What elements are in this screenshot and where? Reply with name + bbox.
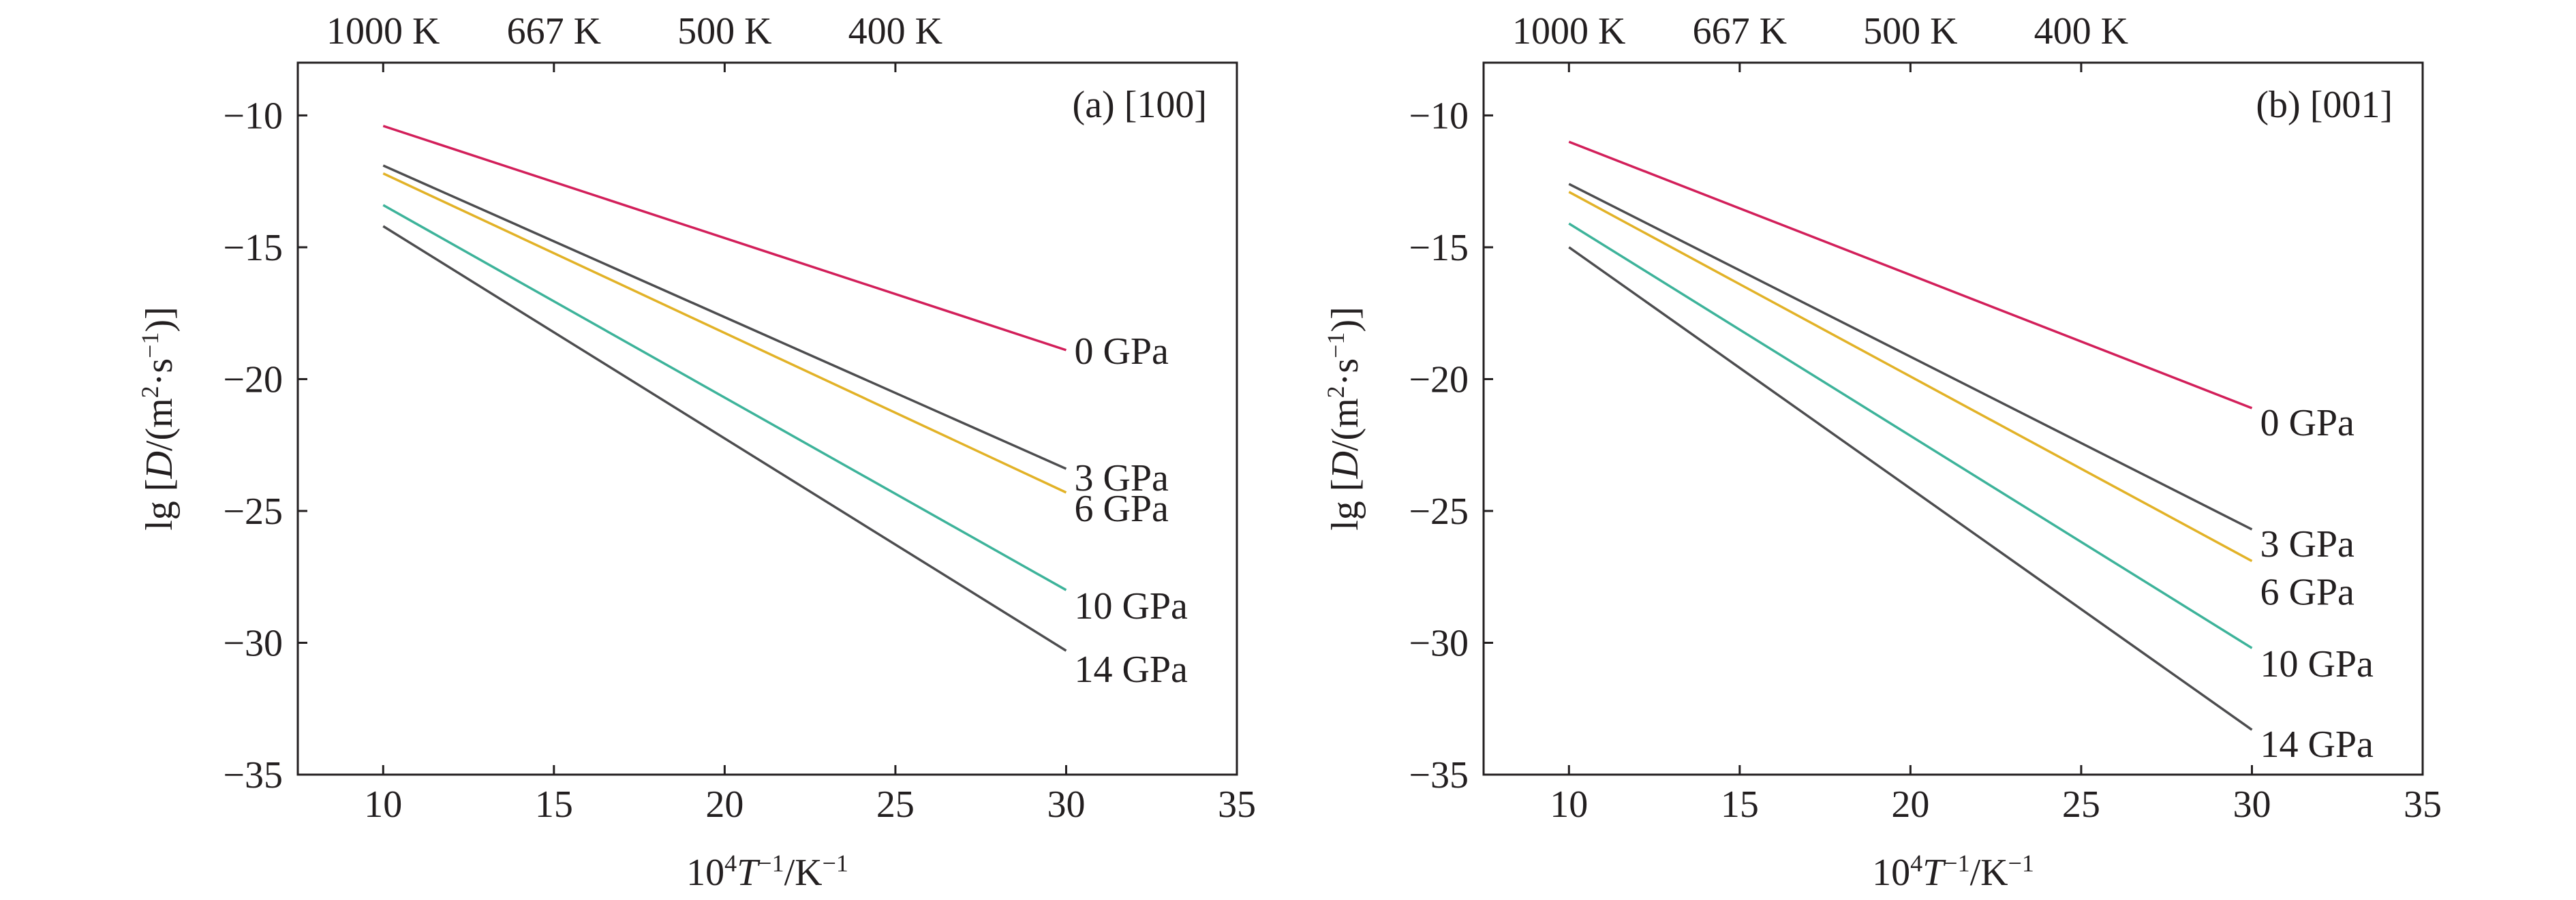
x-tick-label: 25 [876,783,915,826]
y-axis-title: lg [D/(m2·s−1)] [136,307,181,531]
series-line-10-gpa [1568,222,2253,649]
x-tick-label: 20 [705,783,743,826]
series-label: 0 GPa [1074,330,1169,373]
x-tick-label: 25 [2062,783,2100,826]
series-label: 6 GPa [2260,572,2355,614]
y-tick-label: −10 [223,95,283,137]
series-line-6-gpa [1568,191,2253,563]
top-axis-label: 667 K [1693,10,1787,52]
series-label: 14 GPa [2260,724,2374,766]
top-axis-label: 400 K [848,10,942,52]
series-line-0-gpa [382,125,1067,352]
y-tick-label: −20 [223,358,283,401]
x-tick-label: 30 [2233,783,2271,826]
y-tick-label: −35 [223,754,283,796]
series-line-3-gpa [382,164,1067,470]
panel-label: (a) [100] [1073,84,1207,126]
y-tick-label: −20 [1409,358,1469,401]
x-tick-label: 10 [1550,783,1588,826]
top-axis-label: 400 K [2034,10,2128,52]
y-axis-title: lg [D/(m2·s−1)] [1322,307,1366,531]
top-axis-label: 667 K [507,10,601,52]
plot-frame [1482,61,2424,776]
x-tick-label: 35 [1218,783,1256,826]
series-label: 10 GPa [2260,643,2374,685]
y-tick-label: −25 [1409,491,1469,533]
plot-frame [296,61,1238,776]
top-axis-label: 500 K [1863,10,1957,52]
x-tick-label: 30 [1047,783,1085,826]
x-tick-label: 35 [2404,783,2442,826]
y-tick-label: −15 [1409,227,1469,269]
top-axis-label: 1000 K [1512,10,1625,52]
x-tick-label: 15 [535,783,573,826]
y-tick-label: −35 [1409,754,1469,796]
y-tick-label: −10 [1409,95,1469,137]
series-label: 3 GPa [1074,457,1169,499]
series-line-14-gpa [1568,246,2253,731]
y-tick-label: −15 [223,227,283,269]
x-axis-title: 104T−1/K−1 [686,850,848,894]
x-tick-label: 10 [364,783,402,826]
series-line-10-gpa [382,204,1067,591]
y-tick-label: −30 [223,622,283,664]
y-tick-label: −30 [1409,622,1469,664]
top-axis-label: 1000 K [326,10,440,52]
x-axis-title: 104T−1/K−1 [1872,850,2034,894]
series-label: 10 GPa [1074,585,1188,627]
y-tick-label: −25 [223,491,283,533]
series-label: 14 GPa [1074,649,1188,691]
series-label: 0 GPa [2260,402,2355,444]
series-line-14-gpa [382,225,1067,652]
x-tick-label: 15 [1721,783,1759,826]
panel-label: (b) [001] [2256,84,2393,126]
top-axis-label: 500 K [677,10,771,52]
x-tick-label: 20 [1891,783,1929,826]
series-line-6-gpa [382,172,1067,494]
series-label: 3 GPa [2260,523,2355,565]
series-label: 6 GPa [1074,488,1169,530]
panel-a: 10 15 20 25 30 35 −10 −15 −20 −25 −30 −35 1000 K 667 … [136,10,1256,894]
series-line-3-gpa [1568,183,2253,531]
panel-b: 10 15 20 25 30 35 −10 −15 −20 −25 −30 −35 1000 K 667 … [1322,10,2442,894]
series-line-0-gpa [1568,140,2253,409]
